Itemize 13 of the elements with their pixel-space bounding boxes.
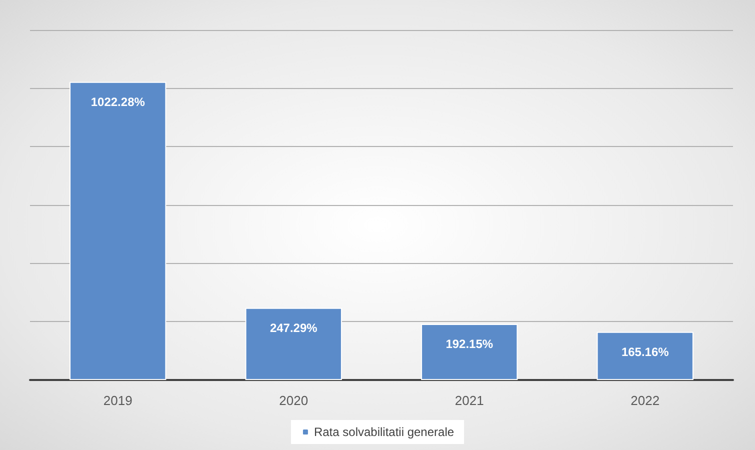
data-label: 1022.28% [90,94,146,109]
bar [70,82,166,380]
bar [245,308,342,380]
x-tick-label: 2021 [454,393,484,408]
data-label: 247.29% [270,320,318,335]
data-label: 165.16% [621,344,670,359]
bar [596,332,694,380]
x-tick-label: 2019 [103,393,132,408]
x-tick-label: 2022 [630,393,660,408]
data-label: 192.15% [446,336,494,351]
x-tick-label: 2020 [279,393,308,408]
bar [421,324,518,380]
legend-label: Rata solvabilitatii generale [314,425,454,439]
